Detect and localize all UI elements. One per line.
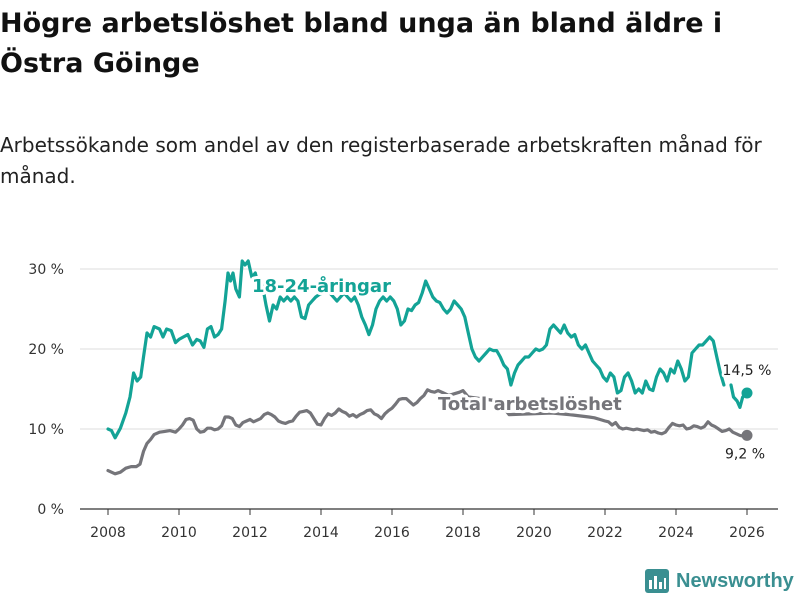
y-tick-label: 30 % [28, 262, 64, 278]
end-marker-total [741, 429, 753, 441]
end-marker-youth [741, 387, 753, 399]
end-label-youth-halo: 14,5 % [723, 363, 772, 379]
y-tick-label: 0 % [37, 502, 64, 518]
series-label-total: Total arbetslöshet [438, 394, 622, 415]
x-tick-label: 2012 [232, 525, 268, 541]
chart-title: Högre arbetslöshet bland unga än bland ä… [0, 8, 723, 79]
brand-name: Newsworthy [676, 569, 794, 592]
chart-subtitle: Arbetssökande som andel av den registerb… [0, 133, 762, 188]
x-tick-label: 2014 [303, 525, 339, 541]
series-lines [106, 259, 753, 476]
end-label-total-halo: 9,2 % [725, 446, 765, 462]
x-tick-label: 2010 [161, 525, 197, 541]
x-tick-label: 2024 [658, 525, 694, 541]
y-tick-label: 10 % [28, 422, 64, 438]
series-label-youth: 18-24-åringar [252, 275, 391, 297]
y-tick-label: 20 % [28, 342, 64, 358]
x-tick-label: 2026 [729, 525, 765, 541]
end-label-youth: 14,5 % [723, 363, 772, 379]
bar-chart-logo-icon [645, 569, 669, 593]
x-tick-label: 2018 [445, 525, 481, 541]
x-tick-label: 2008 [90, 525, 126, 541]
gridlines [80, 268, 778, 430]
series-line-total [106, 388, 749, 476]
newsworthy-logo[interactable]: Newsworthy [644, 566, 794, 596]
axes: 0 % 10 % 20 % 30 % 2008 2010 2012 2014 2016 2018 2… [28, 262, 778, 541]
end-label-total: 9,2 % [725, 446, 765, 462]
x-tick-label: 2016 [374, 525, 410, 541]
series-label-total-halo: Total arbetslöshet [438, 394, 622, 415]
x-tick-label: 2022 [587, 525, 623, 541]
series-label-youth-halo: 18-24-åringar [252, 275, 391, 297]
x-tick-label: 2020 [516, 525, 552, 541]
